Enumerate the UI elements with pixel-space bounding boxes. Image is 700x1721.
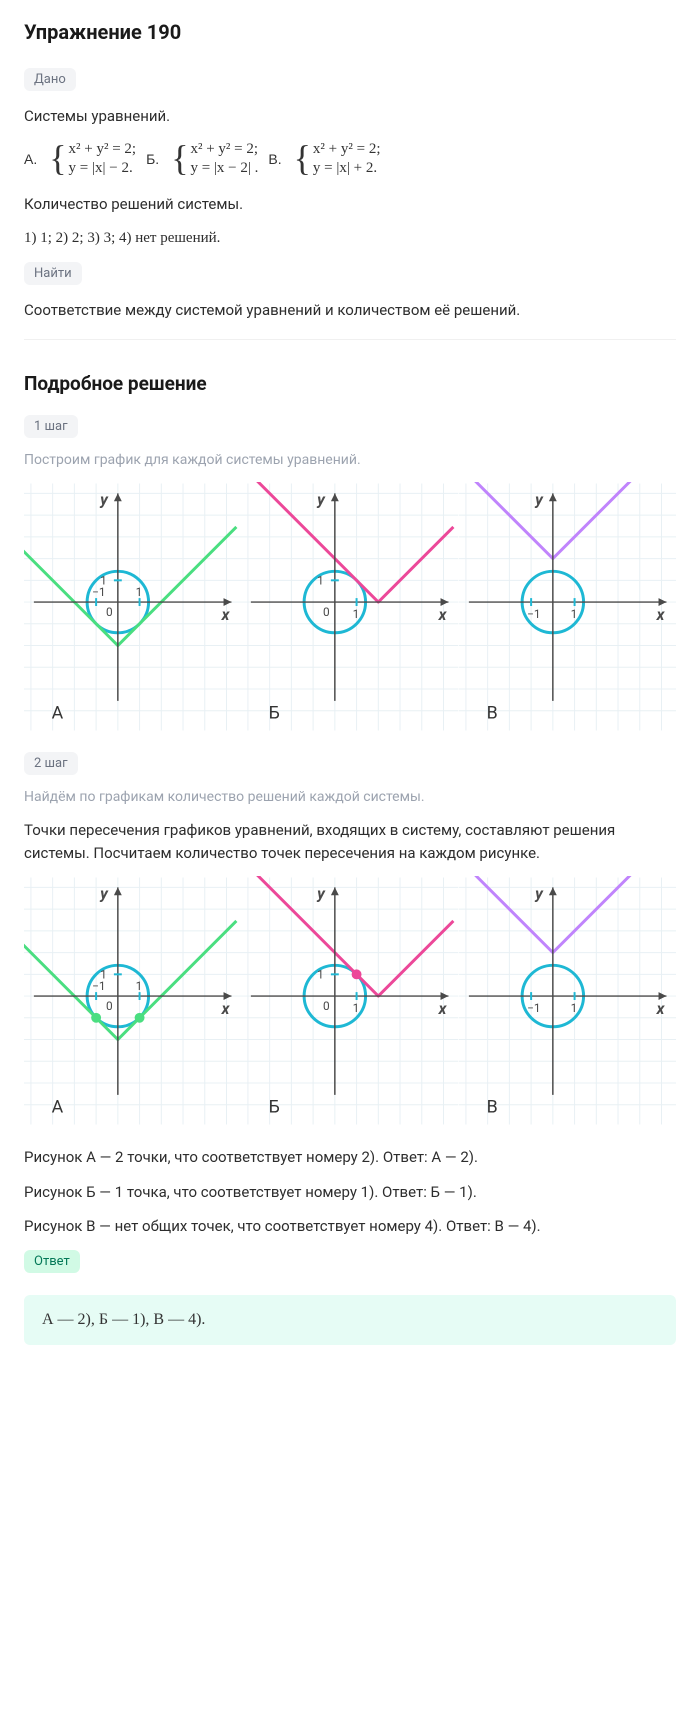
svg-text:y: y: [316, 490, 326, 509]
sys-b: { x² + y² = 2; y = |x − 2| .: [171, 140, 258, 179]
svg-text:x: x: [655, 605, 665, 624]
answer-box: А — 2), Б — 1), В — 4).: [24, 1295, 676, 1345]
solution-title: Подробное решение: [24, 372, 676, 395]
graphs-row-2: x y 0 −1 1 1 А x y 0 1 1 Б x y −1 1 В: [24, 876, 676, 1126]
svg-text:x: x: [438, 605, 448, 624]
svg-text:x: x: [221, 999, 231, 1018]
svg-text:1: 1: [317, 967, 324, 981]
dano-intro: Системы уравнений.: [24, 105, 676, 128]
graph-v-2: x y −1 1 В: [459, 876, 676, 1126]
sys-a-eq1: x² + y² = 2;: [69, 140, 137, 160]
brace-icon: {: [171, 140, 188, 179]
options-line: 1) 1; 2) 2; 3) 3; 4) нет решений.: [24, 227, 676, 250]
result-a: Рисунок А — 2 точки, что соответствует н…: [24, 1146, 676, 1169]
step2-intro: Найдём по графикам количество решений ка…: [24, 789, 676, 805]
svg-text:y: y: [99, 884, 109, 903]
svg-text:1: 1: [570, 607, 577, 621]
svg-text:y: y: [316, 884, 326, 903]
naiti-text: Соответствие между системой уравнений и …: [24, 299, 676, 322]
svg-text:x: x: [655, 999, 665, 1018]
brace-icon: {: [49, 140, 66, 179]
tag-step1: 1 шаг: [24, 415, 78, 438]
result-b: Рисунок Б — 1 точка, что соответствует н…: [24, 1181, 676, 1204]
systems-row: А. { x² + y² = 2; y = |x| − 2. Б. { x² +…: [24, 140, 676, 179]
svg-text:−1: −1: [527, 1001, 540, 1015]
svg-text:0: 0: [106, 605, 113, 619]
graph-a-1: xy0−111А: [24, 482, 241, 732]
sys-a-label: А.: [24, 151, 37, 167]
sys-a: { x² + y² = 2; y = |x| − 2.: [49, 140, 136, 179]
result-v: Рисунок В — нет общих точек, что соответ…: [24, 1215, 676, 1238]
graphs-row-1: x y 0 −1 1 1 А x y 0 1 1 Б x y −1 1 В: [24, 482, 676, 732]
svg-text:1: 1: [570, 1001, 577, 1015]
svg-text:1: 1: [136, 979, 143, 993]
svg-text:0: 0: [323, 999, 330, 1013]
svg-text:y: y: [534, 490, 544, 509]
svg-text:1: 1: [100, 573, 107, 587]
sys-b-label: Б.: [146, 151, 159, 167]
graph-a-2: xy0−111А: [24, 876, 241, 1126]
svg-text:0: 0: [106, 999, 113, 1013]
exercise-title: Упражнение 190: [24, 20, 676, 44]
svg-text:1: 1: [136, 585, 143, 599]
svg-text:1: 1: [100, 967, 107, 981]
sys-v-label: В.: [268, 151, 281, 167]
tag-answer: Ответ: [24, 1250, 80, 1273]
svg-text:А: А: [52, 704, 64, 724]
step2-body: Точки пересечения графиков уравнений, вх…: [24, 819, 676, 864]
sys-a-eq2: y = |x| − 2.: [69, 159, 137, 179]
svg-text:1: 1: [353, 607, 360, 621]
sys-v: { x² + y² = 2; y = |x| + 2.: [294, 140, 381, 179]
tag-naiti: Найти: [24, 262, 82, 285]
divider: [24, 339, 676, 340]
step1-text: Построим график для каждой системы уравн…: [24, 452, 676, 468]
svg-text:В: В: [486, 704, 497, 724]
svg-text:В: В: [486, 1098, 497, 1118]
graph-b-2: x y 0 1 1 Б: [241, 876, 458, 1126]
sys-v-eq2: y = |x| + 2.: [313, 159, 381, 179]
tag-dano: Дано: [24, 68, 76, 91]
svg-text:y: y: [534, 884, 544, 903]
svg-text:0: 0: [323, 605, 330, 619]
sys-b-eq1: x² + y² = 2;: [190, 140, 258, 160]
sys-b-eq2: y = |x − 2| .: [190, 159, 258, 179]
graph-v-1: x y −1 1 В: [459, 482, 676, 732]
svg-text:x: x: [438, 999, 448, 1018]
svg-text:1: 1: [317, 573, 324, 587]
svg-text:Б: Б: [269, 1098, 280, 1118]
graph-b-1: x y 0 1 1 Б: [241, 482, 458, 732]
svg-text:x: x: [221, 605, 231, 624]
svg-text:y: y: [99, 490, 109, 509]
svg-text:1: 1: [353, 1001, 360, 1015]
svg-text:Б: Б: [269, 704, 280, 724]
svg-text:−1: −1: [527, 607, 540, 621]
count-label: Количество решений системы.: [24, 193, 676, 216]
brace-icon: {: [294, 140, 311, 179]
svg-text:А: А: [52, 1098, 64, 1118]
tag-step2: 2 шаг: [24, 752, 78, 775]
sys-v-eq1: x² + y² = 2;: [313, 140, 381, 160]
